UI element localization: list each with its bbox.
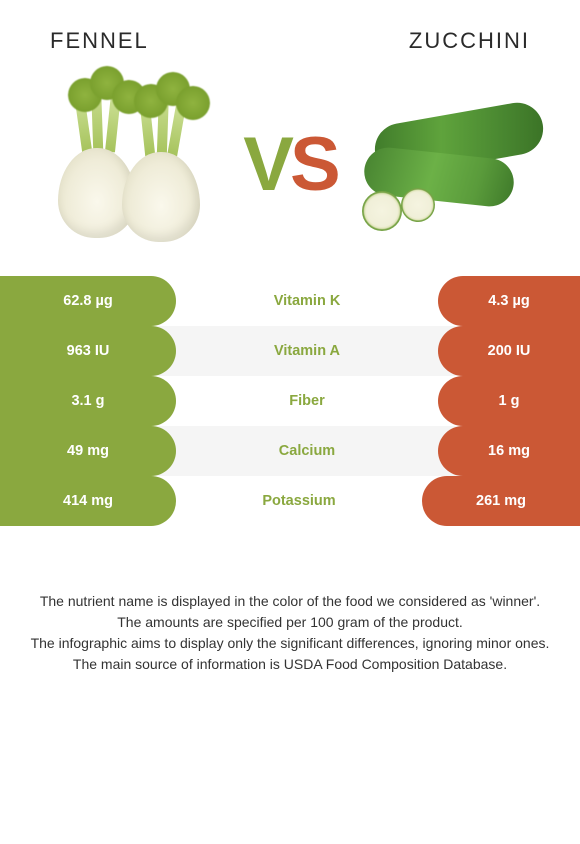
footnote-line: The infographic aims to display only the… xyxy=(16,634,564,653)
vs-s: S xyxy=(290,122,337,207)
comparison-table: 62.8 µgVitamin K4.3 µg963 IUVitamin A200… xyxy=(0,276,580,526)
left-value: 62.8 µg xyxy=(0,276,176,326)
table-row: 3.1 gFiber1 g xyxy=(0,376,580,426)
fennel-illustration xyxy=(30,79,220,249)
footnote-line: The nutrient name is displayed in the co… xyxy=(16,592,564,611)
hero-row: VS xyxy=(0,66,580,276)
header: FENNEL ZUCCHINI xyxy=(0,0,580,66)
right-value: 1 g xyxy=(438,376,580,426)
left-food-title: FENNEL xyxy=(50,28,149,54)
left-value: 963 IU xyxy=(0,326,176,376)
table-row: 62.8 µgVitamin K4.3 µg xyxy=(0,276,580,326)
right-value: 16 mg xyxy=(438,426,580,476)
vs-v: V xyxy=(243,122,290,207)
left-value: 49 mg xyxy=(0,426,176,476)
vs-label: VS xyxy=(243,121,336,208)
table-row: 414 mgPotassium261 mg xyxy=(0,476,580,526)
nutrient-name: Fiber xyxy=(176,393,438,409)
nutrient-name: Potassium xyxy=(176,493,422,509)
left-value: 3.1 g xyxy=(0,376,176,426)
right-value: 261 mg xyxy=(422,476,580,526)
left-value: 414 mg xyxy=(0,476,176,526)
nutrient-name: Vitamin A xyxy=(176,343,438,359)
footnote-line: The amounts are specified per 100 gram o… xyxy=(16,613,564,632)
nutrient-name: Calcium xyxy=(176,443,438,459)
table-row: 49 mgCalcium16 mg xyxy=(0,426,580,476)
footnotes: The nutrient name is displayed in the co… xyxy=(0,526,580,674)
right-value: 4.3 µg xyxy=(438,276,580,326)
zucchini-illustration xyxy=(360,79,550,249)
right-value: 200 IU xyxy=(438,326,580,376)
nutrient-name: Vitamin K xyxy=(176,293,438,309)
footnote-line: The main source of information is USDA F… xyxy=(16,655,564,674)
table-row: 963 IUVitamin A200 IU xyxy=(0,326,580,376)
right-food-title: ZUCCHINI xyxy=(409,28,530,54)
